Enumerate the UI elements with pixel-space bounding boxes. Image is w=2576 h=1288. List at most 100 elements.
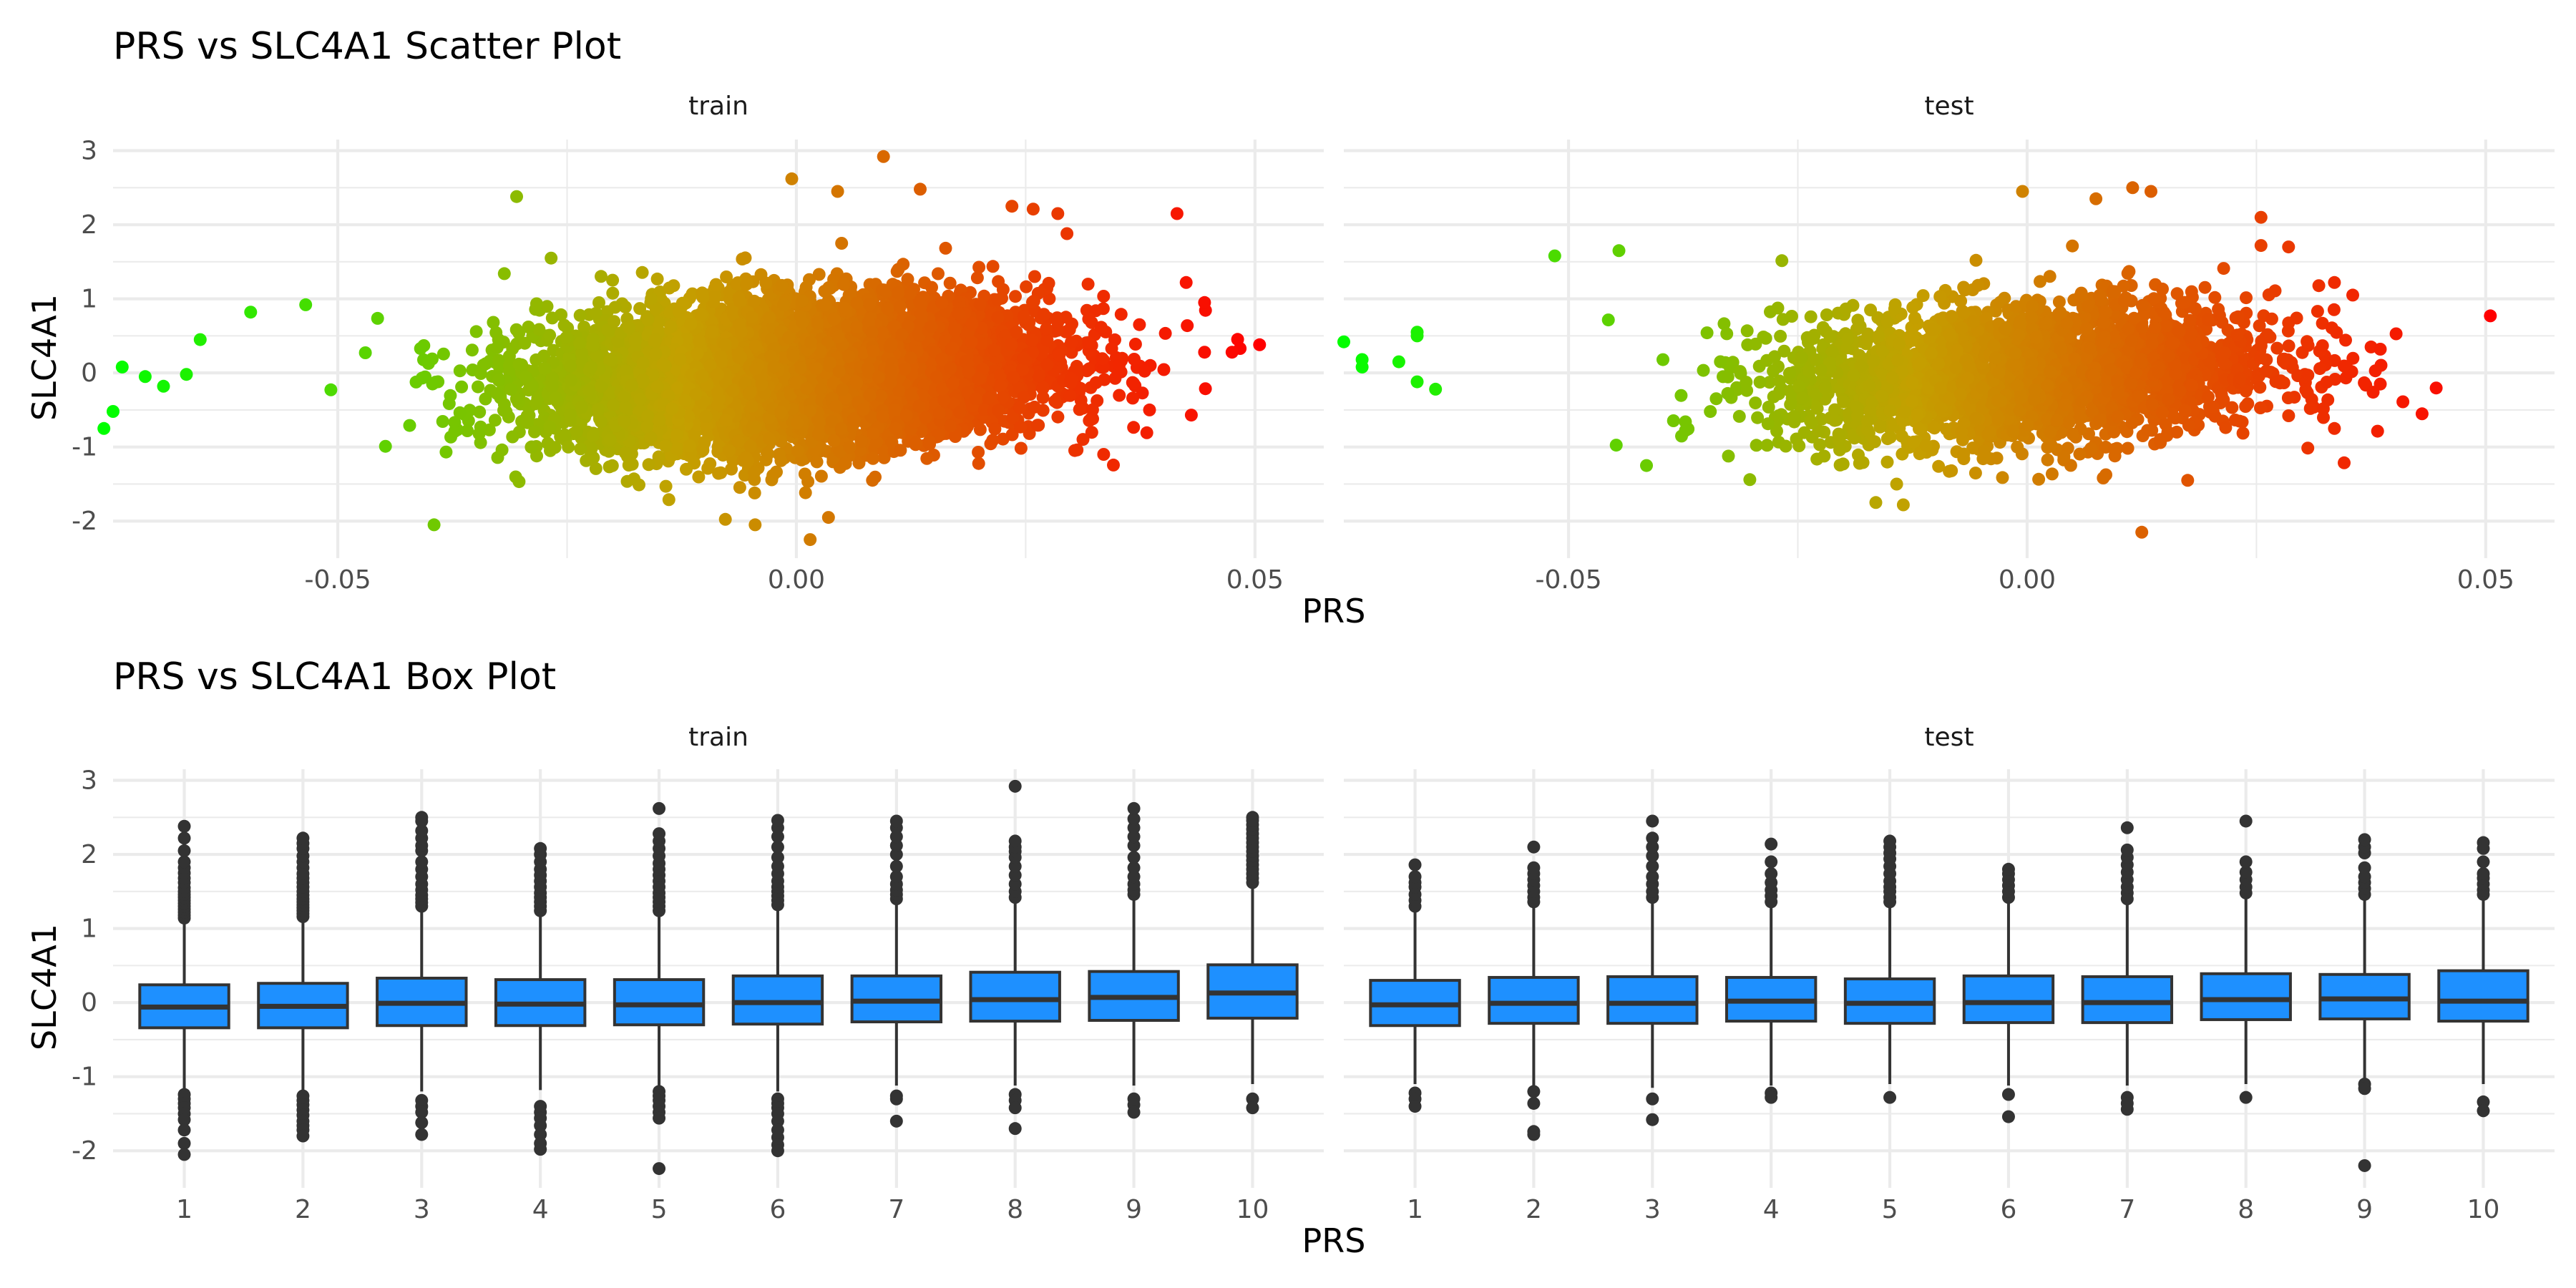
- facet-strip-label: train: [688, 92, 748, 121]
- scatter-points-train: [97, 150, 1267, 547]
- scatter-point: [379, 439, 392, 453]
- scatter-point: [718, 512, 732, 526]
- scatter-point: [986, 260, 1000, 273]
- scatter-point: [532, 323, 546, 336]
- scatter-point: [1094, 321, 1108, 334]
- scatter-point: [743, 439, 757, 453]
- scatter-point: [436, 347, 450, 361]
- scatter-point: [925, 280, 938, 294]
- scatter-point: [1127, 421, 1141, 434]
- box-title: PRS vs SLC4A1 Box Plot: [113, 655, 556, 698]
- scatter-point: [589, 462, 602, 475]
- scatter-point: [839, 457, 852, 470]
- scatter-point: [421, 356, 435, 370]
- scatter-point: [866, 474, 879, 487]
- y-tick-label: 0: [81, 358, 97, 388]
- scatter-point: [1199, 382, 1212, 396]
- scatter-point: [1009, 290, 1022, 303]
- scatter-point: [720, 270, 733, 283]
- scatter-point: [512, 326, 526, 340]
- scatter-point: [733, 481, 746, 494]
- scatter-point: [573, 308, 587, 322]
- scatter-point: [662, 493, 675, 507]
- scatter-point: [495, 443, 509, 457]
- scatter-point: [650, 272, 664, 286]
- scatter-point: [1081, 278, 1095, 291]
- scatter-point: [606, 273, 620, 287]
- scatter-point: [1138, 364, 1151, 378]
- scatter-point: [633, 302, 647, 316]
- scatter-point: [1089, 376, 1103, 389]
- scatter-point: [1073, 403, 1086, 416]
- x-tick-label: 0.05: [1226, 565, 1284, 595]
- scatter-point: [738, 251, 752, 265]
- scatter-point: [605, 459, 619, 472]
- y-tick-label: -1: [72, 433, 97, 462]
- scatter-point: [473, 405, 487, 419]
- scatter-point: [455, 380, 469, 394]
- scatter-point: [835, 237, 849, 250]
- scatter-point: [488, 414, 502, 427]
- scatter-point: [490, 387, 504, 400]
- scatter-point: [1107, 458, 1120, 472]
- scatter-point: [606, 286, 620, 300]
- scatter-point: [479, 392, 492, 406]
- scatter-point: [439, 445, 453, 459]
- scatter-point: [712, 467, 726, 480]
- scatter-point: [465, 343, 479, 357]
- scatter-point: [659, 479, 673, 493]
- scatter-point: [939, 241, 952, 255]
- scatter-point: [920, 452, 934, 465]
- scatter-point: [562, 440, 575, 454]
- scatter-point: [748, 486, 761, 499]
- scatter-point: [448, 424, 462, 438]
- scatter-point: [814, 469, 828, 483]
- scatter-point: [1083, 362, 1096, 376]
- scatter-point: [1127, 376, 1141, 390]
- scatter-point: [1128, 353, 1141, 366]
- scatter-point: [635, 265, 649, 279]
- scatter-point: [1157, 363, 1171, 376]
- scatter-point: [586, 429, 600, 442]
- scatter-point: [545, 311, 559, 325]
- scatter-panel-train: train -0.05 0.00 0.05 -2 -1 0 1 2 3: [72, 92, 1324, 595]
- scatter-point: [991, 293, 1005, 306]
- scatter-point: [1184, 409, 1198, 422]
- scatter-point: [371, 311, 384, 325]
- scatter-point: [469, 325, 483, 338]
- scatter-point: [1113, 389, 1126, 402]
- y-tick-label: 2: [81, 210, 97, 240]
- scatter-point: [810, 455, 824, 469]
- scatter-point: [592, 296, 605, 309]
- scatter-point: [324, 383, 338, 396]
- scatter-point: [1020, 280, 1033, 293]
- scatter-point: [1014, 441, 1028, 455]
- scatter-point: [799, 486, 812, 499]
- scatter-point: [1063, 323, 1076, 336]
- scatter-point: [1181, 319, 1194, 333]
- scatter-point: [772, 447, 786, 461]
- x-tick-label: -0.05: [304, 565, 371, 595]
- x-tick-label: 0.00: [768, 565, 825, 595]
- scatter-point: [992, 275, 1005, 288]
- scatter-point: [436, 415, 449, 428]
- scatter-point: [659, 439, 673, 453]
- scatter-point: [1158, 326, 1172, 340]
- y-tick-label: -2: [72, 507, 97, 536]
- scatter-point: [358, 346, 372, 359]
- scatter-point: [625, 457, 638, 471]
- scatter-point: [461, 424, 474, 437]
- scatter-point: [692, 470, 706, 484]
- scatter-point: [932, 267, 945, 280]
- scatter-point: [748, 294, 761, 308]
- y-tick-label: 1: [81, 285, 97, 314]
- scatter-point: [812, 268, 826, 281]
- scatter-point: [1097, 290, 1111, 303]
- y-tick-label: 3: [81, 137, 97, 166]
- scatter-point: [988, 422, 1002, 436]
- scatter-point: [1140, 426, 1153, 439]
- scatter-point: [512, 475, 526, 489]
